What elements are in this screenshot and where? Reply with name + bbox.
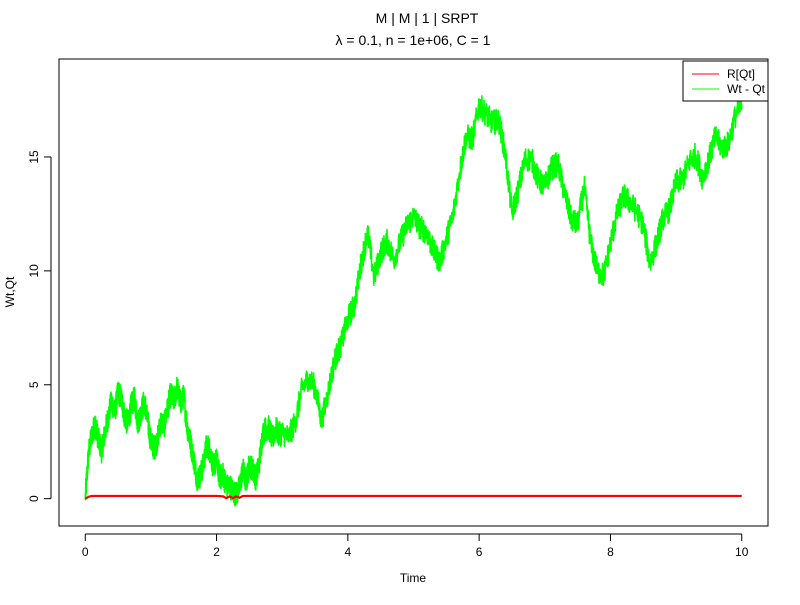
x-axis-label: Time <box>400 571 427 585</box>
series-layer <box>84 94 743 507</box>
legend-box <box>682 60 769 102</box>
series-line-wt-qt <box>84 94 743 507</box>
y-axis-label: Wt,Qt <box>3 276 17 307</box>
y-axis: 0 5 10 15 <box>27 150 52 502</box>
series-line-r-qt <box>84 494 742 500</box>
chart-title: M | M | 1 | SRPT <box>376 10 479 26</box>
y-tick-label: 5 <box>27 381 41 388</box>
plot-area-frame <box>58 58 769 527</box>
legend: R[Qt] Wt - Qt <box>682 60 769 102</box>
x-tick-label: 0 <box>82 545 89 559</box>
x-tick-label: 4 <box>345 545 352 559</box>
legend-label-r-qt: R[Qt] <box>727 67 755 81</box>
x-tick-label: 10 <box>735 545 749 559</box>
y-tick-label: 0 <box>27 495 41 502</box>
chart-subtitle: λ = 0.1, n = 1e+06, C = 1 <box>336 32 491 48</box>
x-tick-label: 8 <box>607 545 614 559</box>
legend-label-wt-qt: Wt - Qt <box>727 82 766 96</box>
x-axis: 0 2 4 6 8 10 <box>82 533 749 559</box>
x-tick-label: 6 <box>476 545 483 559</box>
x-tick-label: 2 <box>213 545 220 559</box>
y-tick-label: 15 <box>27 150 41 164</box>
y-tick-label: 10 <box>27 264 41 278</box>
